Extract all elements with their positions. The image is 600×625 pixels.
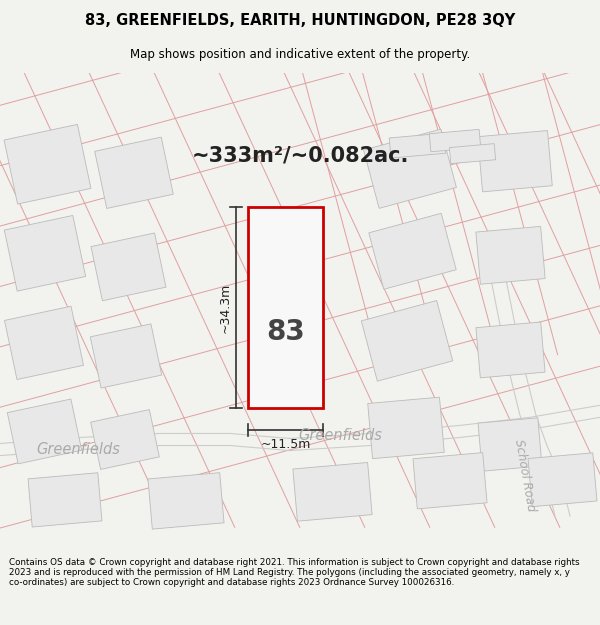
Bar (5, 306, 83, 379)
Bar (91, 233, 166, 301)
Text: Map shows position and indicative extent of the property.: Map shows position and indicative extent… (130, 48, 470, 61)
Bar (95, 137, 173, 208)
Text: ~333m²/~0.082ac.: ~333m²/~0.082ac. (191, 146, 409, 166)
Bar (248, 207, 323, 408)
Bar (28, 472, 102, 527)
Text: ~34.3m: ~34.3m (218, 282, 232, 332)
Text: 83: 83 (266, 318, 305, 346)
Bar (293, 462, 372, 521)
Text: School Road: School Road (512, 439, 538, 513)
Bar (90, 324, 162, 388)
Bar (4, 216, 86, 291)
Bar (478, 418, 542, 471)
Bar (364, 129, 457, 208)
Bar (430, 129, 481, 152)
Bar (528, 453, 597, 507)
Bar (91, 409, 160, 469)
Bar (449, 144, 496, 164)
Text: Greenfields: Greenfields (298, 428, 382, 443)
Bar (389, 133, 446, 158)
Bar (476, 226, 545, 284)
Bar (478, 131, 552, 192)
Bar (413, 452, 487, 509)
Bar (361, 301, 452, 381)
Bar (4, 124, 91, 204)
Text: ~11.5m: ~11.5m (260, 438, 311, 451)
Text: Contains OS data © Crown copyright and database right 2021. This information is : Contains OS data © Crown copyright and d… (9, 558, 580, 588)
Bar (368, 398, 444, 459)
Bar (369, 213, 456, 289)
Text: Greenfields: Greenfields (36, 442, 120, 457)
Bar (148, 472, 224, 529)
Text: 83, GREENFIELDS, EARITH, HUNTINGDON, PE28 3QY: 83, GREENFIELDS, EARITH, HUNTINGDON, PE2… (85, 13, 515, 28)
Bar (476, 322, 545, 378)
Bar (7, 399, 82, 464)
